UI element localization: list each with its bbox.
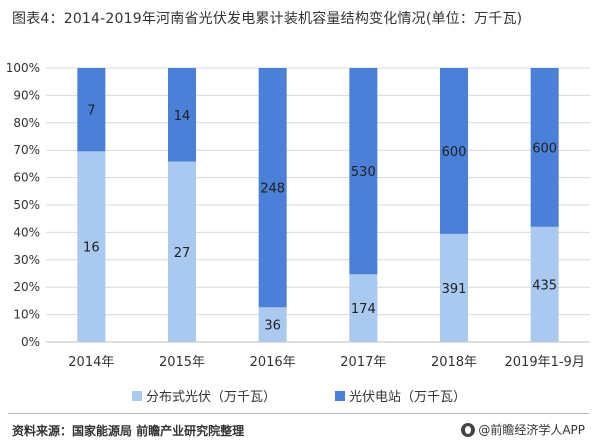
data-label-distributed: 435 [532, 278, 557, 293]
footer-divider [8, 413, 589, 414]
bar-segment-station [530, 68, 559, 227]
footer: 资料来源：国家能源局 前瞻产业研究院整理 @前瞻经济学人APP [0, 413, 597, 448]
y-tick-label: 100% [6, 61, 40, 75]
data-label-distributed: 36 [264, 319, 281, 334]
y-tick-label: 10% [13, 308, 40, 322]
bar-segment-station [77, 68, 106, 152]
brand-label: @前瞻经济学人APP [478, 423, 585, 437]
x-tick-label: 2018年 [431, 355, 477, 370]
data-label-distributed: 27 [174, 246, 191, 261]
data-label-station: 530 [351, 165, 376, 180]
x-tick-label: 2014年 [68, 355, 114, 370]
chart-title: 图表4：2014-2019年河南省光伏发电累计装机容量结构变化情况(单位：万千瓦… [12, 11, 523, 27]
bar-segment-station [258, 68, 287, 308]
x-tick-label: 2019年1-9月 [505, 355, 585, 370]
y-tick-label: 90% [13, 88, 40, 102]
x-axis-ticks: 2014年 2015年 2016年 2017年 2018年 2019年1-9月 [68, 355, 585, 370]
source-note: 资料来源：国家能源局 前瞻产业研究院整理 [12, 424, 245, 438]
data-label-distributed: 391 [442, 282, 467, 297]
stacked-bar-chart: 0%10%20%30%40%50%60%70%80%90%100% 167271… [6, 61, 590, 405]
bars: 16 7 27 14 36 248 174 530 391 600 435 600 [77, 68, 559, 342]
y-tick-label: 30% [13, 253, 40, 267]
data-label-distributed: 174 [351, 302, 376, 317]
y-tick-label: 20% [13, 280, 40, 294]
bar-segment-distributed [530, 226, 559, 342]
bar-segment-distributed [258, 307, 287, 342]
legend-label-distributed: 分布式光伏（万千瓦） [146, 390, 276, 405]
brand-logo-icon [461, 422, 476, 437]
bar-segment-station [349, 68, 378, 275]
data-label-station: 600 [532, 141, 557, 156]
y-axis-ticks: 0% 10% 20% 30% 40% 50% 60% 70% 80% 90% 100% [6, 61, 40, 349]
x-tick-label: 2016年 [250, 355, 296, 370]
x-tick-label: 2017年 [340, 355, 386, 370]
bar-segment-distributed [349, 274, 378, 342]
gridlines [46, 67, 590, 343]
brand-credit: @前瞻经济学人APP [461, 421, 585, 438]
x-tick-label: 2015年 [159, 355, 205, 370]
data-label-distributed: 16 [83, 241, 100, 256]
legend-swatch-station [335, 391, 345, 401]
bar-segment-distributed [168, 161, 196, 342]
title-area: 图表4：2014-2019年河南省光伏发电累计装机容量结构变化情况(单位：万千瓦… [12, 10, 587, 29]
data-label-station: 600 [442, 145, 467, 160]
legend-swatch-distributed [132, 391, 142, 401]
y-tick-label: 70% [13, 143, 40, 157]
bar-segment-distributed [440, 233, 468, 342]
legend-label-station: 光伏电站（万千瓦） [349, 390, 466, 405]
y-tick-label: 40% [13, 225, 40, 239]
y-tick-label: 50% [13, 198, 40, 212]
y-tick-label: 80% [13, 116, 40, 130]
y-tick-label: 0% [21, 335, 40, 349]
y-tick-label: 60% [13, 171, 40, 185]
legend: 分布式光伏（万千瓦） 光伏电站（万千瓦） [132, 390, 466, 405]
bar-segment-station [168, 68, 196, 162]
data-label-station: 14 [174, 109, 191, 124]
data-label-station: 7 [87, 104, 95, 119]
bar-segment-distributed [77, 151, 106, 342]
bar-segment-station [440, 68, 468, 234]
data-label-station: 248 [260, 182, 285, 197]
